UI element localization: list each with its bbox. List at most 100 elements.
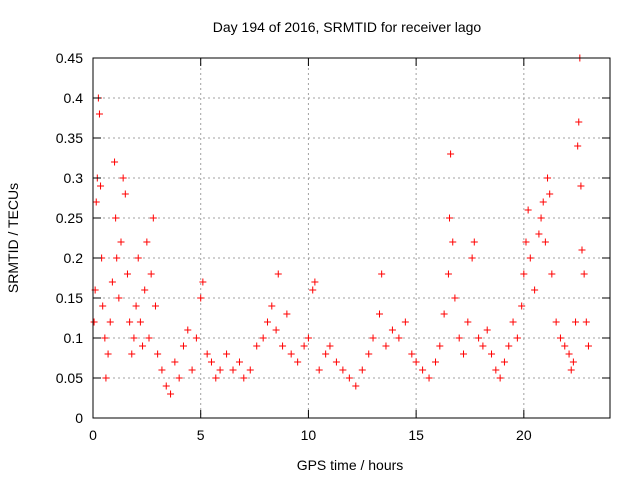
data-point	[582, 318, 590, 326]
data-point	[274, 270, 282, 278]
data-point	[309, 286, 317, 294]
data-point	[90, 318, 98, 326]
x-tick-label: 15	[408, 427, 424, 443]
data-point	[158, 366, 166, 374]
data-point	[235, 358, 243, 366]
data-point	[300, 342, 308, 350]
data-point	[283, 310, 291, 318]
data-point	[444, 270, 452, 278]
data-point	[332, 358, 340, 366]
data-point	[263, 318, 271, 326]
data-point	[479, 342, 487, 350]
data-point	[451, 294, 459, 302]
data-point	[104, 350, 112, 358]
data-point	[548, 270, 556, 278]
data-point	[154, 350, 162, 358]
data-point	[496, 374, 504, 382]
data-point	[470, 238, 478, 246]
data-point	[567, 366, 575, 374]
data-point	[365, 350, 373, 358]
data-point	[352, 382, 360, 390]
data-point	[197, 294, 205, 302]
data-point	[449, 238, 457, 246]
data-point	[539, 198, 547, 206]
data-point	[455, 334, 463, 342]
data-point	[322, 350, 330, 358]
data-point	[531, 286, 539, 294]
data-point	[419, 366, 427, 374]
y-tick-label: 0.4	[64, 90, 84, 106]
data-point	[188, 366, 196, 374]
data-point	[358, 366, 366, 374]
data-point	[192, 334, 200, 342]
data-point	[395, 334, 403, 342]
data-point	[119, 174, 127, 182]
data-point	[151, 302, 159, 310]
data-point	[311, 278, 319, 286]
data-point	[577, 182, 585, 190]
data-point	[537, 214, 545, 222]
data-point	[143, 238, 151, 246]
data-points	[90, 54, 592, 398]
y-tick-label: 0.35	[56, 130, 83, 146]
data-point	[179, 342, 187, 350]
data-point	[216, 366, 224, 374]
data-point	[95, 110, 103, 118]
data-point	[376, 310, 384, 318]
data-point	[544, 174, 552, 182]
data-point	[259, 334, 267, 342]
y-tick-label: 0.3	[64, 170, 84, 186]
x-axis-label: GPS time / hours	[297, 457, 404, 473]
plot-frame	[92, 57, 611, 419]
data-point	[212, 374, 220, 382]
data-point	[207, 358, 215, 366]
data-point	[92, 198, 100, 206]
data-point	[460, 350, 468, 358]
data-point	[106, 318, 114, 326]
data-point	[229, 366, 237, 374]
data-point	[126, 318, 134, 326]
data-point	[101, 334, 109, 342]
data-point	[447, 150, 455, 158]
data-point	[569, 358, 577, 366]
data-point	[268, 302, 276, 310]
data-point	[575, 118, 583, 126]
data-point	[223, 350, 231, 358]
data-point	[134, 254, 142, 262]
data-point	[128, 350, 136, 358]
y-tick-label: 0.05	[56, 370, 83, 386]
data-point	[130, 334, 138, 342]
grid-lines	[93, 58, 610, 418]
data-point	[500, 358, 508, 366]
data-point	[552, 318, 560, 326]
data-point	[509, 318, 517, 326]
data-point	[108, 278, 116, 286]
data-point	[145, 334, 153, 342]
data-point	[475, 334, 483, 342]
data-point	[132, 302, 140, 310]
data-point	[171, 358, 179, 366]
data-point	[272, 326, 280, 334]
data-point	[412, 358, 420, 366]
data-point	[492, 366, 500, 374]
y-tick-label: 0.2	[64, 250, 84, 266]
data-point	[440, 310, 448, 318]
x-tick-label: 5	[197, 427, 205, 443]
data-point	[483, 326, 491, 334]
data-point	[339, 366, 347, 374]
data-point	[184, 326, 192, 334]
data-point	[584, 342, 592, 350]
data-point	[432, 358, 440, 366]
data-point	[520, 270, 528, 278]
data-point	[246, 366, 254, 374]
data-point	[578, 246, 586, 254]
data-point	[136, 318, 144, 326]
data-point	[149, 214, 157, 222]
data-point	[526, 254, 534, 262]
data-point	[345, 374, 353, 382]
data-point	[513, 334, 521, 342]
data-point	[167, 390, 175, 398]
data-point	[546, 190, 554, 198]
data-point	[541, 238, 549, 246]
